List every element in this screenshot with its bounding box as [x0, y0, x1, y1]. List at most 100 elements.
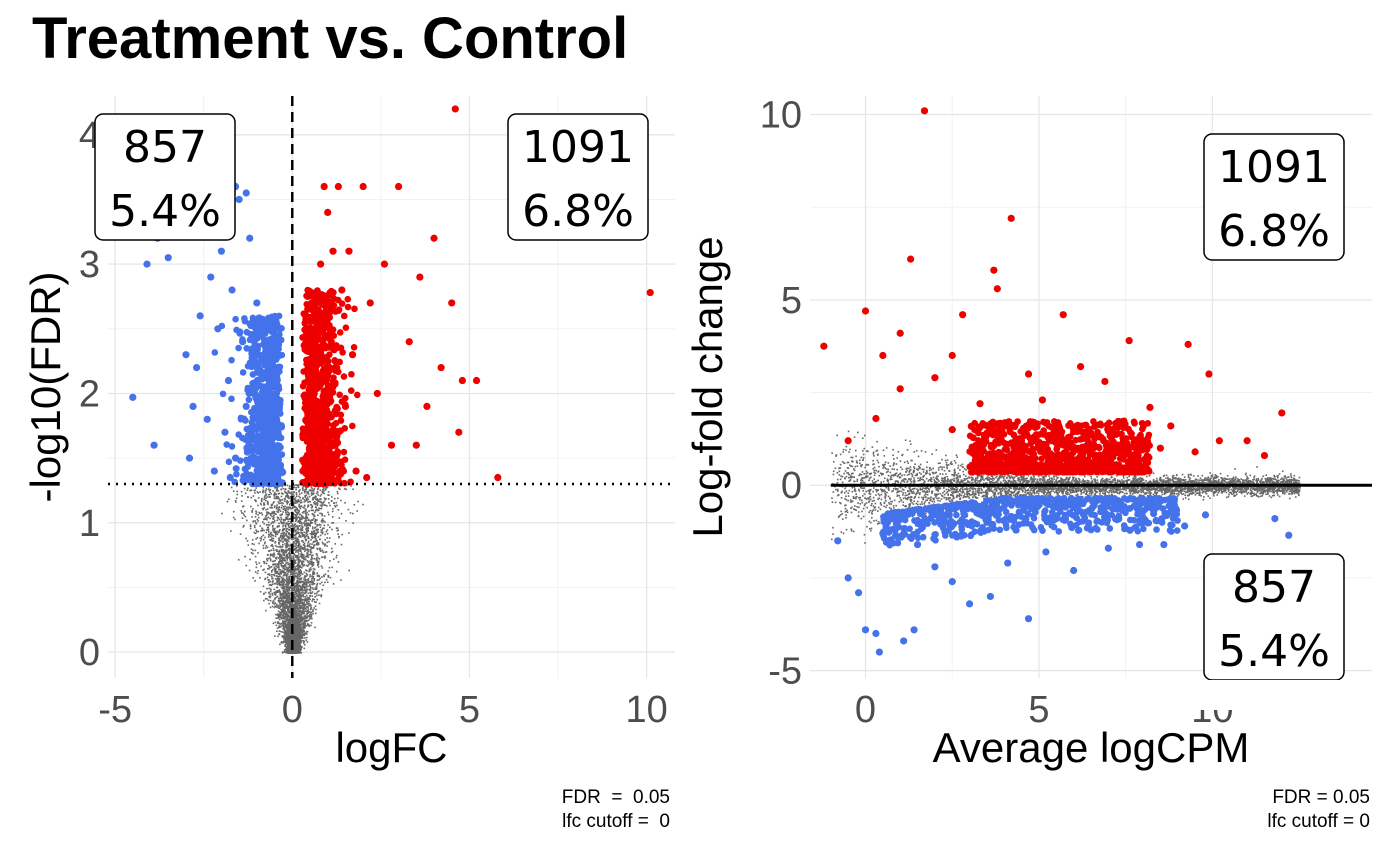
ns-point	[269, 488, 272, 491]
ns-point	[302, 610, 305, 613]
ns-point	[312, 526, 314, 528]
ns-point	[305, 490, 307, 493]
ns-point	[293, 537, 296, 540]
ns-point	[286, 542, 288, 544]
ns-point	[311, 587, 314, 589]
ns-point	[318, 547, 321, 550]
ns-point	[301, 604, 304, 607]
ns-point	[326, 537, 328, 539]
ns-point	[299, 598, 302, 601]
ns-point	[241, 505, 244, 508]
ns-point	[301, 547, 304, 549]
ns-point	[288, 485, 291, 487]
ns-point	[264, 536, 266, 539]
ns-point	[278, 539, 280, 542]
ns-point	[321, 532, 324, 535]
ns-point	[317, 566, 320, 568]
ns-point	[266, 526, 269, 529]
ns-point	[301, 525, 303, 527]
ns-point	[299, 639, 302, 642]
ns-point	[289, 547, 291, 550]
ns-point	[294, 523, 296, 526]
ns-point	[277, 564, 280, 567]
ns-point	[298, 510, 300, 513]
ns-point	[284, 597, 287, 600]
ns-point	[288, 575, 291, 578]
ns-point	[294, 559, 296, 562]
ns-point	[263, 495, 266, 497]
ns-point	[280, 550, 283, 553]
ns-point	[282, 535, 284, 538]
ns-point	[297, 484, 299, 487]
ns-point	[281, 528, 284, 531]
ns-point	[284, 612, 287, 615]
ns-point	[278, 573, 281, 576]
ns-point	[296, 642, 299, 645]
ns-point	[296, 581, 299, 583]
ns-point	[276, 577, 279, 580]
ns-point	[324, 533, 326, 536]
ns-point	[302, 598, 305, 601]
ns-point	[284, 625, 286, 628]
ns-point	[274, 497, 277, 500]
ns-point	[276, 549, 278, 551]
ns-point	[314, 506, 317, 508]
x-tick-label: -5	[98, 689, 132, 731]
ns-point	[297, 640, 299, 642]
ns-point	[324, 557, 326, 559]
ns-point	[284, 539, 286, 542]
ns-point	[276, 566, 279, 569]
ns-point	[291, 587, 293, 590]
ns-point	[317, 557, 319, 559]
ns-point	[242, 526, 245, 528]
ns-point	[272, 534, 275, 537]
ns-point	[307, 542, 309, 544]
ns-point	[296, 638, 298, 641]
ns-point	[278, 508, 281, 511]
ns-point	[297, 650, 300, 653]
ns-point	[298, 604, 301, 606]
ns-point	[282, 541, 284, 543]
ns-point	[344, 501, 346, 504]
ns-point	[284, 596, 287, 598]
ns-point	[282, 567, 285, 570]
ns-point	[288, 580, 291, 582]
ns-point	[286, 536, 289, 539]
ns-point	[284, 602, 287, 604]
ns-point	[272, 600, 275, 602]
ns-point	[336, 570, 338, 573]
ns-point	[255, 522, 258, 525]
ns-point	[257, 514, 259, 516]
ns-point	[298, 598, 301, 600]
ns-point	[302, 589, 305, 592]
ns-point	[280, 521, 283, 524]
ns-point	[273, 606, 276, 609]
ns-point	[298, 545, 300, 547]
ns-point	[349, 512, 352, 514]
ns-point	[287, 523, 289, 525]
ns-point	[290, 627, 292, 630]
ns-point	[316, 540, 318, 542]
ns-point	[277, 605, 280, 607]
ns-point	[269, 559, 272, 562]
ns-point	[296, 595, 299, 597]
ns-point	[275, 568, 277, 570]
ns-point	[284, 484, 287, 487]
ns-point	[266, 500, 269, 503]
ns-point	[296, 545, 298, 547]
ns-point	[304, 632, 307, 635]
ns-point	[312, 497, 314, 499]
ns-point	[276, 556, 278, 559]
ns-point	[268, 584, 271, 586]
ns-point	[274, 559, 276, 562]
ns-point	[317, 531, 319, 534]
ns-point	[300, 501, 303, 504]
ns-point	[286, 643, 289, 646]
ns-point	[350, 485, 352, 487]
ns-point	[266, 598, 268, 600]
ns-point	[273, 567, 276, 570]
ns-point	[257, 530, 260, 533]
ns-point	[307, 602, 309, 605]
ns-point	[318, 507, 321, 510]
ns-point	[345, 520, 347, 522]
